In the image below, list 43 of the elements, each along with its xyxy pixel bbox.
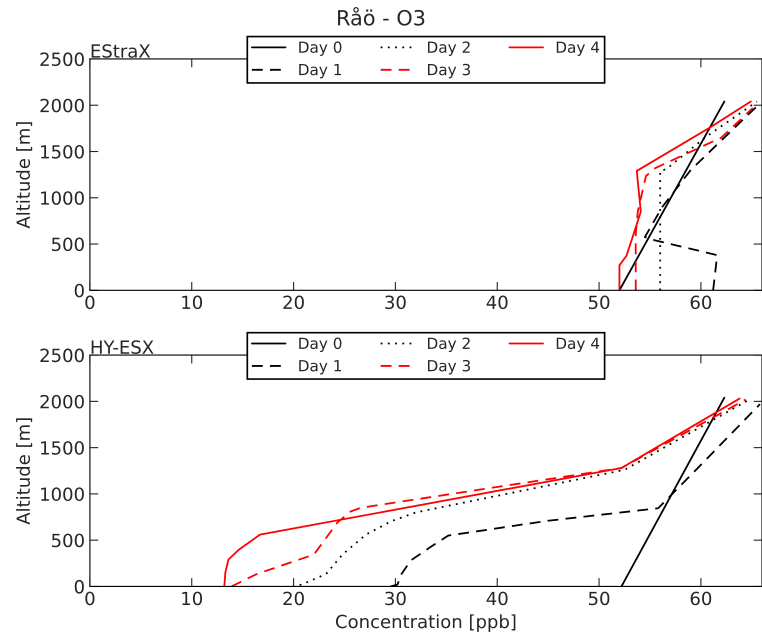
x-tick-label: 20 [283, 592, 304, 606]
x-tick-label: 30 [385, 295, 406, 310]
legend-label: Day 2 [428, 338, 470, 352]
legend-label: Day 1 [299, 64, 342, 78]
y-tick-label: 2500 [40, 348, 84, 362]
legend-label: Day 0 [299, 41, 342, 56]
chart-subtitle: HY-ESX [92, 340, 154, 354]
y-tick-label: 2000 [40, 98, 84, 112]
y-tick-label: 500 [52, 534, 84, 548]
y-tick-label: 500 [52, 238, 84, 252]
y-tick-label: 1500 [41, 441, 84, 455]
y-tick-label: 0 [74, 580, 84, 594]
legend-label: Day 2 [428, 41, 470, 56]
legend-label: Day 0 [299, 338, 342, 352]
x-tick-label: 10 [182, 295, 202, 310]
legend-label: Day 1 [299, 360, 342, 374]
x-axis-title: Concentration [ppb] [336, 614, 516, 632]
x-tick-label: 0 [85, 295, 94, 310]
chart-title: Råö - O3 [338, 7, 424, 26]
y-tick-label: 2500 [40, 52, 84, 66]
x-tick-label: 60 [690, 295, 712, 310]
x-tick-label: 40 [486, 592, 508, 606]
x-tick-label: 0 [85, 592, 94, 606]
x-tick-label: 50 [588, 592, 610, 606]
legend-label: Day 4 [556, 42, 600, 56]
y-tick-label: 0 [74, 284, 84, 298]
y-tick-label: 1000 [41, 487, 84, 502]
x-tick-label: 50 [588, 295, 610, 310]
x-tick-label: 20 [283, 295, 304, 310]
y-tick-label: 1500 [41, 144, 84, 159]
y-axis-title: Altitude [m] [16, 122, 32, 228]
y-tick-label: 1000 [41, 191, 84, 205]
chart-subtitle: EStraX [92, 44, 150, 58]
y-axis-title: Altitude [m] [16, 418, 32, 525]
x-tick-label: 40 [486, 295, 508, 310]
line-series [618, 100, 752, 290]
legend-label: Day 3 [428, 64, 470, 78]
y-tick-label: 2000 [40, 394, 84, 408]
legend-label: Day 4 [556, 338, 600, 352]
x-tick-label: 30 [385, 592, 406, 606]
x-tick-label: 10 [182, 592, 202, 606]
x-tick-label: 60 [690, 592, 712, 606]
legend-label: Day 3 [428, 360, 470, 374]
